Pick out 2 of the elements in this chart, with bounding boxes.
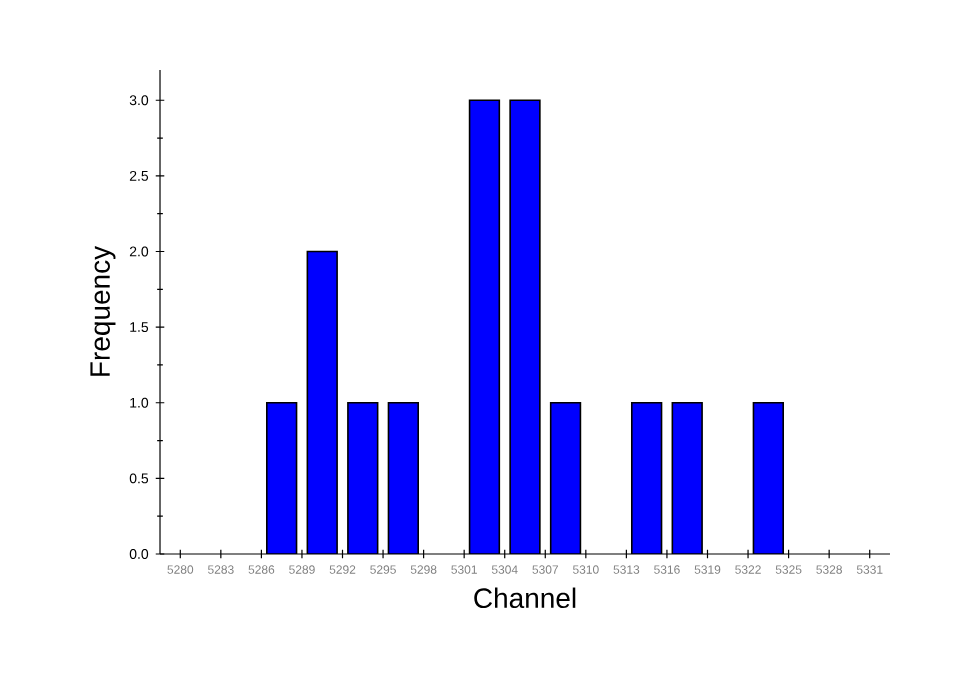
y-axis-title: Frequency (90, 245, 116, 376)
x-axis-title: Channel (474, 587, 576, 609)
